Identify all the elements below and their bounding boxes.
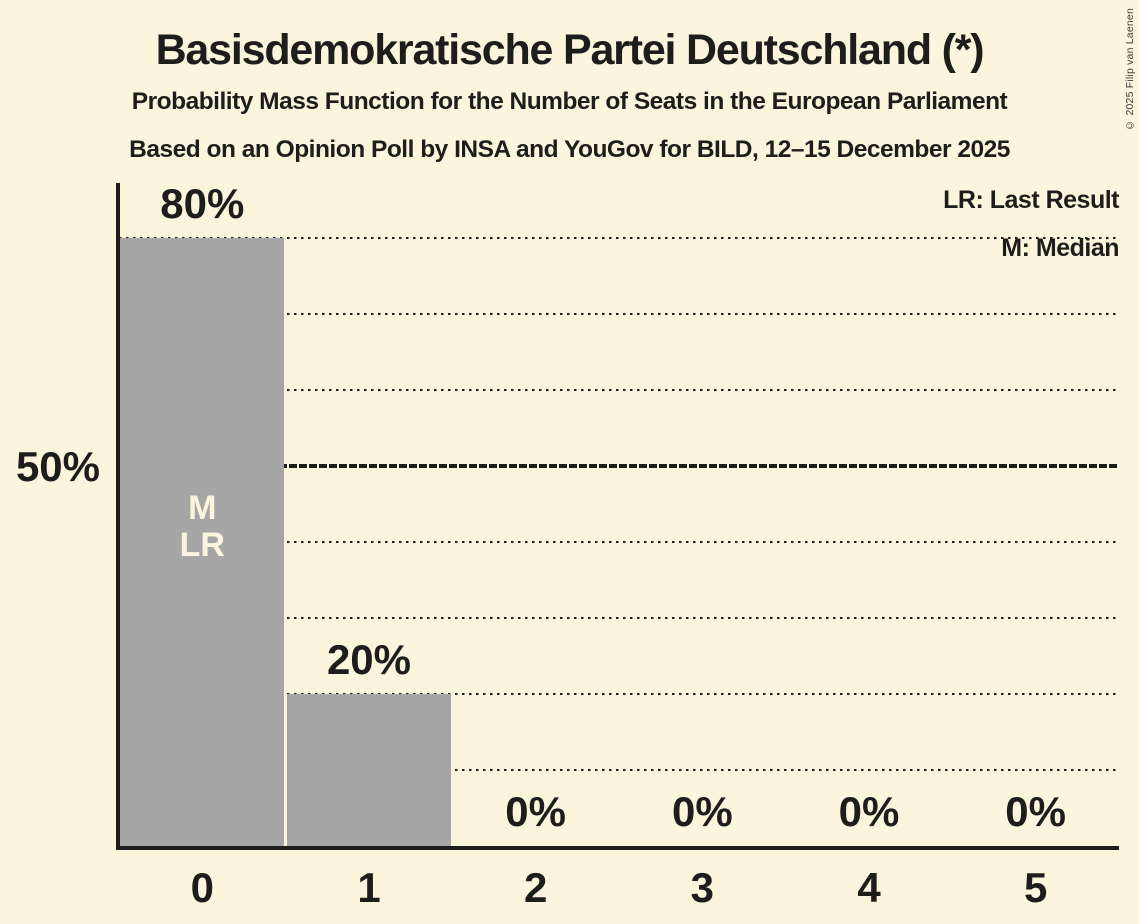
- chart-title: Basisdemokratische Partei Deutschland (*…: [155, 26, 985, 74]
- legend-median: M: Median: [1001, 234, 1119, 262]
- bar-annotation-median-last-result: M LR: [120, 490, 284, 564]
- y-axis-line: [116, 183, 120, 850]
- bar-annotation-line: LR: [179, 526, 225, 565]
- chart-subtitle: Probability Mass Function for the Number…: [131, 88, 1008, 115]
- x-tick-label-0: 0: [190, 864, 215, 911]
- x-axis-line: [116, 846, 1119, 850]
- gridline-50pct: [119, 464, 1119, 468]
- value-label-seats-3: 0%: [671, 788, 733, 835]
- value-label-seats-4: 0%: [838, 788, 900, 835]
- copyright-text: © 2025 Filip van Laenen: [1124, 8, 1136, 131]
- plot-area: M LR 80% 20% 0% 0% 0% 0%: [116, 183, 1119, 850]
- bar-seats-0: M LR: [120, 238, 285, 846]
- value-label-seats-1: 20%: [326, 636, 412, 683]
- gridline-70pct: [119, 312, 1119, 316]
- bar-seats-1: [286, 694, 452, 846]
- x-axis-labels: 0 1 2 3 4 5: [119, 864, 1119, 912]
- gridline-60pct: [119, 388, 1119, 392]
- gridline-80pct: [119, 236, 1119, 240]
- legend-last-result: LR: Last Result: [943, 186, 1119, 214]
- x-tick-label-2: 2: [524, 864, 548, 911]
- bar-annotation-line: M: [188, 489, 217, 528]
- x-tick-label-5: 5: [1024, 864, 1048, 911]
- gridline-10pct: [119, 768, 1119, 772]
- gridline-30pct: [119, 616, 1119, 620]
- chart-source-line: Based on an Opinion Poll by INSA and You…: [129, 136, 1010, 163]
- y-axis-tick-label-50pct: 50%: [15, 443, 100, 490]
- x-tick-label-1: 1: [357, 864, 381, 911]
- gridline-20pct: [119, 692, 1119, 696]
- value-label-seats-0: 80%: [160, 180, 245, 227]
- value-label-seats-2: 0%: [505, 788, 566, 835]
- value-label-seats-5: 0%: [1005, 788, 1066, 835]
- gridline-40pct: [119, 540, 1119, 544]
- x-tick-label-3: 3: [690, 864, 715, 911]
- x-tick-label-4: 4: [857, 864, 881, 911]
